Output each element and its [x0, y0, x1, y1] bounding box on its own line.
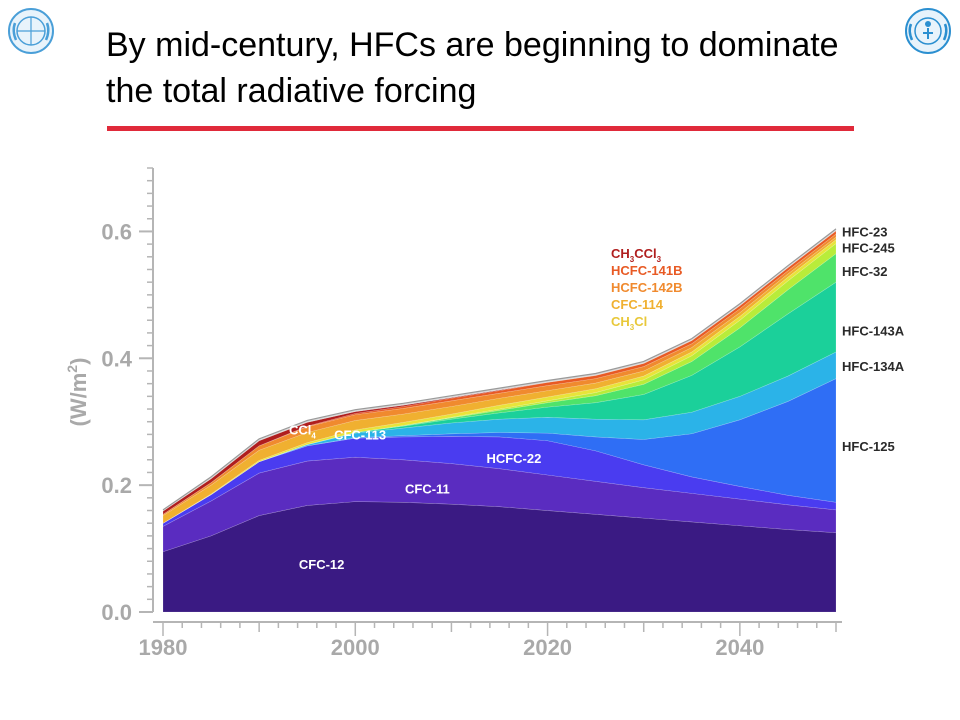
y-tick-label: 0.6 [101, 219, 132, 244]
unep-emblem-icon [905, 8, 951, 54]
y-axis-title: (W/m2) [64, 358, 91, 427]
x-tick-label: 2000 [331, 635, 380, 660]
right-series-label: HFC-143A [842, 323, 905, 338]
labels: CFC-12CFC-11HCFC-22CFC-113CCl4CH3CCl3HCF… [289, 224, 905, 571]
x-tick-label: 2020 [523, 635, 572, 660]
total-outline [162, 228, 837, 511]
area-hfc-125 [162, 378, 837, 524]
area-ch3ccl3 [162, 230, 837, 515]
axes: 0.0 0.2 0.4 0.6 1980 2000 2020 2040 (W/m2) [64, 167, 842, 660]
area-hcfc-22 [162, 436, 837, 527]
stacked-areas [162, 228, 837, 613]
slide-title: By mid-century, HFCs are beginning to do… [106, 26, 839, 110]
legend-label: HCFC-142B [611, 280, 683, 295]
right-series-label: HFC-23 [842, 224, 888, 239]
x-tick-label: 2040 [715, 635, 764, 660]
right-series-label: HFC-134A [842, 359, 905, 374]
y-tick-label: 0.0 [101, 600, 132, 625]
band-label: CFC-11 [405, 481, 450, 496]
legend-label: CH3Cl [611, 314, 647, 332]
x-tick-label: 1980 [139, 635, 188, 660]
y-tick-label: 0.2 [101, 473, 132, 498]
y-tick-label: 0.4 [101, 346, 132, 371]
right-series-label: HFC-125 [842, 439, 895, 454]
title-underline [107, 126, 854, 131]
band-label: HCFC-22 [486, 451, 541, 466]
band-label: CFC-113 [334, 427, 386, 442]
right-series-label: HFC-32 [842, 264, 888, 279]
legend-label: CFC-114 [611, 297, 664, 312]
right-series-label: HFC-245 [842, 240, 895, 255]
band-label: CFC-12 [299, 557, 345, 572]
area-hfc-23 [162, 239, 837, 524]
legend-label: CH3CCl3 [611, 246, 662, 264]
wmo-emblem-icon [8, 8, 54, 54]
legend-label: HCFC-141B [611, 263, 683, 278]
band-label: CCl4 [289, 422, 316, 440]
